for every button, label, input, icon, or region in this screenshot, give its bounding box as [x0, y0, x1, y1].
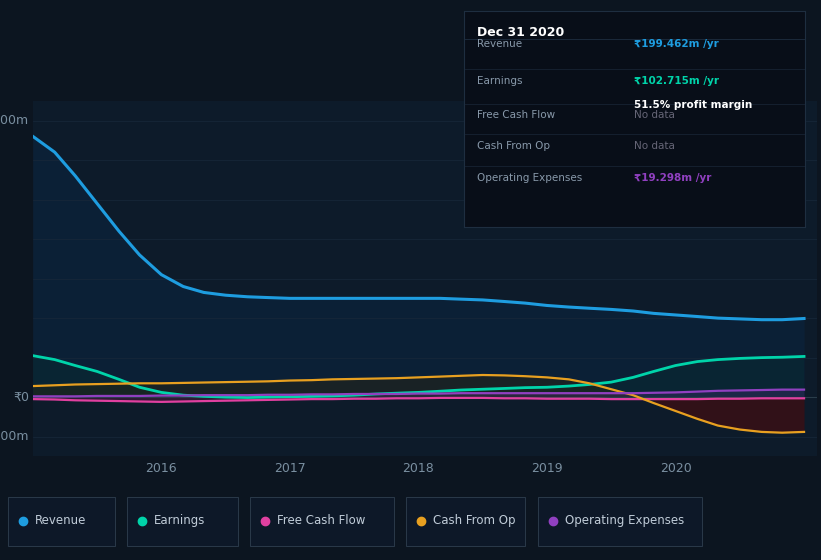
FancyBboxPatch shape [250, 497, 394, 546]
Text: Revenue: Revenue [35, 514, 87, 528]
FancyBboxPatch shape [8, 497, 115, 546]
Text: ₹0: ₹0 [13, 391, 29, 404]
Text: Earnings: Earnings [478, 76, 523, 86]
Text: Operating Expenses: Operating Expenses [565, 514, 684, 528]
Text: Cash From Op: Cash From Op [433, 514, 516, 528]
Text: No data: No data [635, 110, 675, 120]
Text: Dec 31 2020: Dec 31 2020 [478, 26, 565, 39]
Text: ₹199.462m /yr: ₹199.462m /yr [635, 39, 719, 49]
FancyBboxPatch shape [127, 497, 238, 546]
Text: Cash From Op: Cash From Op [478, 141, 551, 151]
Text: Free Cash Flow: Free Cash Flow [478, 110, 556, 120]
Text: ₹700m: ₹700m [0, 114, 29, 127]
Text: Operating Expenses: Operating Expenses [478, 173, 583, 183]
Text: ₹102.715m /yr: ₹102.715m /yr [635, 76, 719, 86]
Text: Free Cash Flow: Free Cash Flow [277, 514, 366, 528]
Text: -₹100m: -₹100m [0, 430, 29, 443]
Text: Earnings: Earnings [154, 514, 206, 528]
Text: ₹19.298m /yr: ₹19.298m /yr [635, 173, 712, 183]
FancyBboxPatch shape [406, 497, 525, 546]
Text: 51.5% profit margin: 51.5% profit margin [635, 100, 753, 110]
FancyBboxPatch shape [538, 497, 702, 546]
Text: No data: No data [635, 141, 675, 151]
Text: Revenue: Revenue [478, 39, 523, 49]
